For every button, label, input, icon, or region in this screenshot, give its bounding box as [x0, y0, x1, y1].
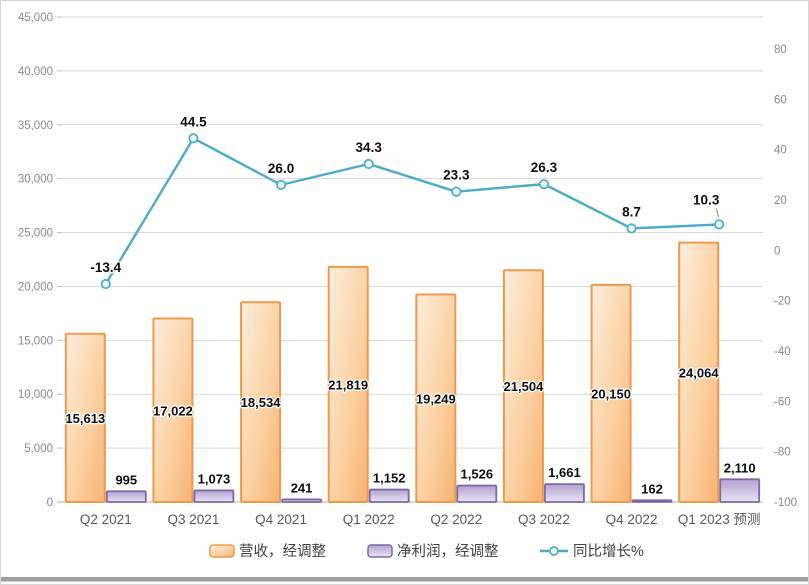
growth-data-label: -13.4: [90, 260, 121, 275]
revenue-data-label: 17,022: [153, 403, 193, 418]
revenue-bar: [64, 332, 106, 503]
net-profit-bar: [544, 483, 585, 503]
legend-label-revenue: 营收，经调整: [239, 543, 326, 560]
net-profit-bar: [105, 490, 147, 503]
revenue-bar: [502, 269, 544, 504]
net-profit-bar: [631, 499, 673, 503]
revenue-bar: [327, 265, 369, 503]
revenue-bar: [152, 317, 194, 504]
revenue-data-label: 21,819: [328, 377, 368, 392]
left-axis-tick-label: 0: [47, 497, 53, 509]
net-profit-data-label: 1,661: [548, 465, 581, 480]
legend-label-growth: 同比增长%: [573, 543, 644, 560]
revenue-data-label: 24,064: [679, 365, 720, 380]
left-axis-tick-label: 25,000: [18, 228, 53, 240]
left-axis-tick-label: 35,000: [18, 120, 53, 132]
net-profit-data-label: 1,152: [373, 471, 406, 486]
right-axis-tick-label: -80: [774, 447, 791, 459]
left-axis-tick-label: 40,000: [18, 66, 53, 78]
right-axis-tick-label: 60: [774, 94, 787, 106]
growth-marker: [363, 158, 374, 170]
left-axis-tick-label: 45,000: [18, 12, 53, 24]
legend-label-net-profit: 净利润，经调整: [397, 543, 499, 560]
right-axis-tick-label: -100: [774, 497, 797, 509]
growth-data-label: 26.0: [268, 161, 294, 176]
revenue-bar: [240, 301, 282, 503]
right-axis-tick-label: 80: [774, 44, 787, 56]
net-profit-bar: [456, 484, 498, 503]
growth-data-label: 8.7: [622, 204, 641, 219]
revenue-bar: [678, 241, 720, 503]
revenue-bar: [415, 293, 457, 503]
growth-data-label: 23.3: [443, 168, 470, 183]
category-label: Q4 2021: [255, 512, 307, 527]
left-axis-tick-label: 10,000: [18, 389, 53, 401]
category-label: Q3 2021: [168, 512, 220, 527]
category-label: Q1 2023 预测: [678, 512, 761, 527]
legend-marker-icon: [549, 546, 559, 556]
category-label: Q2 2021: [80, 512, 132, 527]
label-leader-line: [715, 208, 720, 218]
legend-swatch-net-profit: [367, 544, 393, 558]
category-label: Q2 2022: [430, 512, 482, 527]
net-profit-bar: [368, 488, 410, 503]
revenue-data-label: 19,249: [416, 391, 456, 406]
right-axis-tick-label: -40: [774, 346, 791, 358]
net-profit-bar: [281, 498, 322, 503]
growth-data-label: 10.3: [693, 192, 720, 207]
growth-marker: [276, 179, 287, 190]
category-label: Q1 2022: [343, 512, 395, 527]
net-profit-data-label: 1,526: [461, 467, 494, 482]
legend: 营收，经调整 净利润，经调整 同比增长%: [209, 543, 644, 560]
bottom-edge-bar: [0, 577, 809, 582]
left-axis-tick-label: 20,000: [18, 281, 53, 293]
right-axis-tick-label: 20: [774, 195, 787, 207]
growth-data-label: 34.3: [356, 140, 383, 155]
growth-data-label: 44.5: [180, 114, 207, 129]
revenue-data-label: 18,534: [241, 395, 282, 410]
growth-line: [104, 137, 720, 285]
revenue-data-label: 15,613: [65, 411, 105, 426]
growth-marker: [714, 219, 725, 230]
left-axis-tick-label: 5,000: [24, 443, 53, 455]
net-profit-data-label: 2,110: [724, 460, 756, 475]
growth-data-label: 26.3: [531, 160, 558, 175]
growth-marker: [100, 278, 111, 290]
legend-swatch-revenue: [209, 544, 235, 558]
right-axis-tick-label: -60: [774, 396, 791, 408]
revenue-bar: [590, 283, 632, 504]
category-label: Q3 2022: [518, 512, 570, 527]
net-profit-data-label: 162: [641, 481, 663, 496]
revenue-data-label: 20,150: [591, 386, 631, 401]
growth-marker: [451, 186, 462, 197]
net-profit-bar: [193, 489, 235, 503]
revenue-data-label: 21,504: [504, 379, 545, 394]
right-axis-tick-label: 0: [774, 245, 780, 257]
growth-marker: [188, 133, 199, 144]
net-profit-data-label: 995: [115, 472, 137, 487]
left-axis-tick-label: 30,000: [18, 174, 53, 186]
left-axis-tick-label: 15,000: [18, 335, 53, 347]
net-profit-bar: [719, 478, 761, 503]
growth-marker: [538, 179, 549, 190]
category-label: Q4 2022: [606, 512, 658, 527]
growth-marker: [626, 223, 637, 234]
right-axis-tick-label: 40: [774, 145, 787, 157]
net-profit-data-label: 241: [291, 480, 313, 495]
net-profit-data-label: 1,073: [198, 471, 231, 486]
right-axis-tick-label: -20: [774, 296, 791, 308]
